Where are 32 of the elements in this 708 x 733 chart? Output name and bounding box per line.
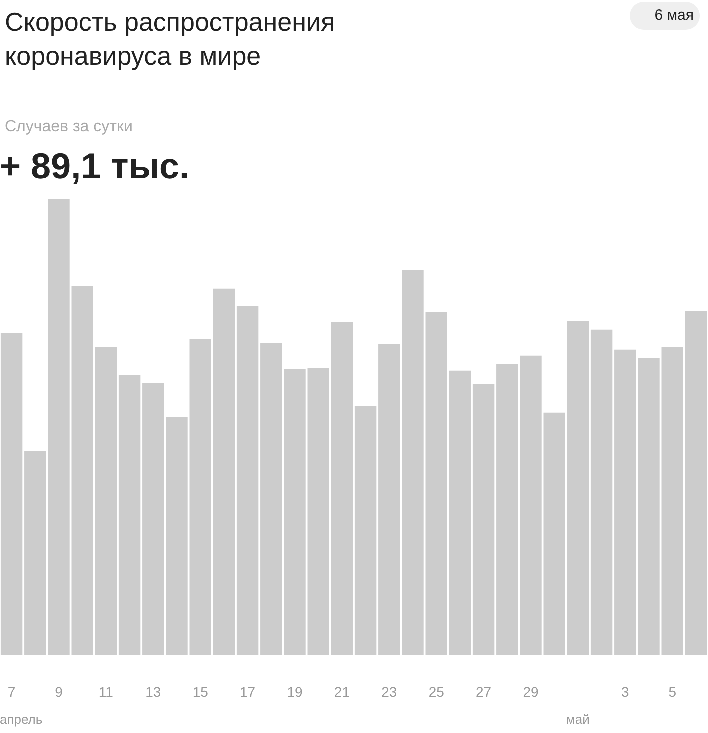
bar	[118, 375, 141, 655]
x-tick-label: 27	[476, 684, 492, 700]
x-tick-label: 25	[428, 684, 445, 700]
text: + 89,1 тыс.	[0, 146, 190, 186]
bar	[236, 306, 259, 655]
bar	[213, 288, 236, 655]
x-tick-label: 15	[192, 684, 209, 700]
bar	[449, 370, 472, 655]
x-tick-label: 7	[8, 684, 16, 700]
x-tick-label: 19	[287, 684, 303, 700]
x-tick-label: 23	[382, 684, 398, 700]
x-tick-label: 11	[98, 684, 114, 700]
bar	[685, 311, 708, 655]
x-tick-label: 5	[668, 684, 677, 700]
bar	[567, 321, 590, 655]
chart-title: Скорость распространения коронавируса в мире	[5, 7, 336, 71]
bar	[354, 406, 377, 655]
bar	[95, 347, 118, 655]
bar	[0, 333, 23, 655]
text: май	[566, 712, 590, 727]
x-tick-label: 21	[334, 684, 350, 700]
x-tick-label: 17	[240, 684, 256, 700]
text: апрель	[0, 712, 43, 727]
x-tick-label: 9	[55, 684, 64, 700]
chart-subtitle: Случаев за сутки	[5, 118, 133, 136]
x-tick-label: 3	[622, 684, 630, 700]
bar	[590, 330, 613, 655]
x-tick-label: 29	[523, 684, 539, 700]
bar	[472, 384, 495, 655]
x-tick-label: 13	[146, 684, 162, 700]
bar	[331, 322, 354, 655]
text: 6 мая	[654, 7, 694, 24]
